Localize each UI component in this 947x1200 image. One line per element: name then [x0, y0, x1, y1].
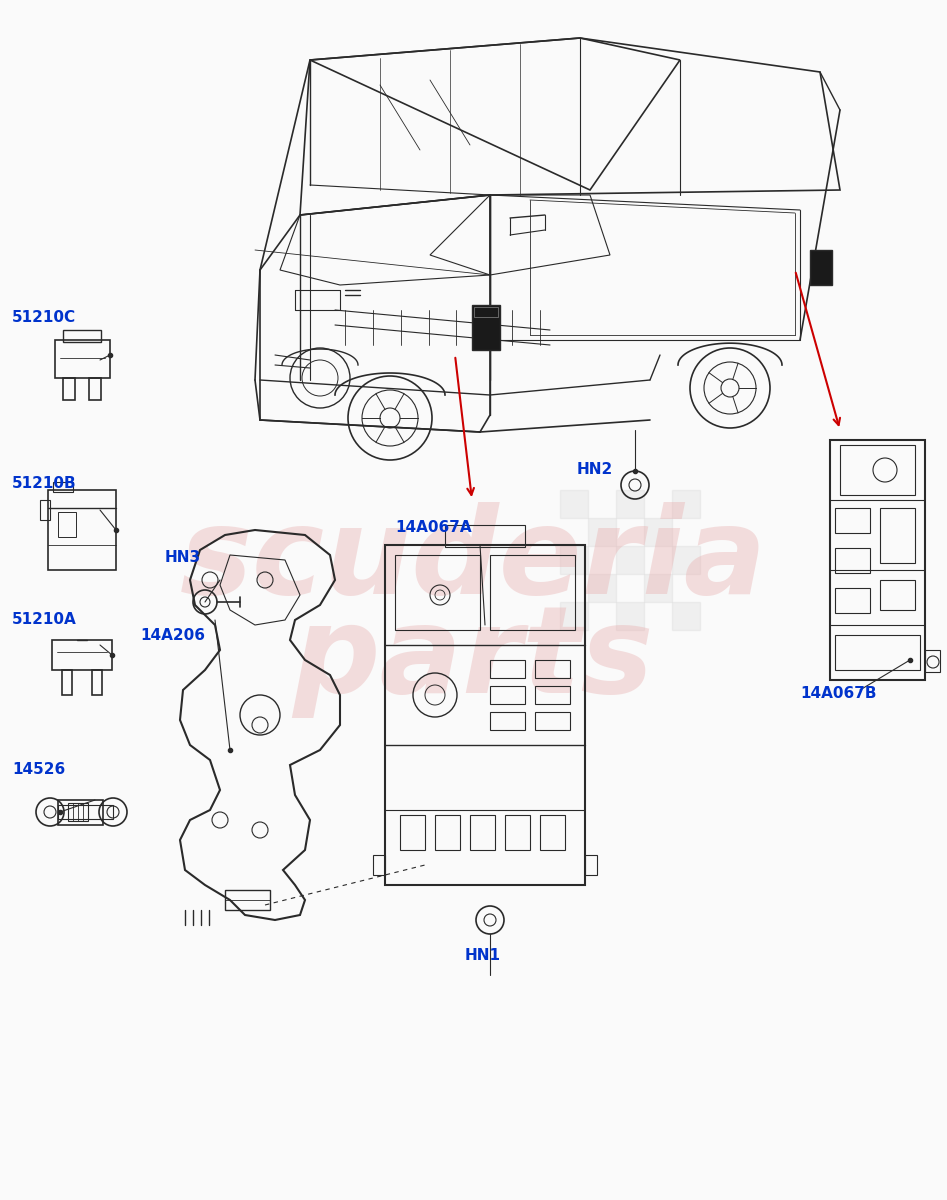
Bar — [880, 508, 915, 563]
Bar — [58, 805, 113, 818]
Bar — [672, 490, 700, 518]
Bar — [840, 445, 915, 494]
Bar — [373, 854, 385, 875]
Text: 51210C: 51210C — [12, 311, 76, 325]
Bar — [880, 580, 915, 610]
Bar — [490, 554, 575, 630]
Bar — [474, 307, 498, 317]
Text: 14526: 14526 — [12, 762, 65, 778]
Bar — [616, 490, 644, 518]
Bar — [470, 815, 495, 850]
Bar — [395, 554, 480, 630]
Bar — [835, 635, 920, 670]
Bar — [40, 500, 50, 520]
Text: 51210B: 51210B — [12, 475, 77, 491]
Bar — [560, 602, 588, 630]
Text: 14A067B: 14A067B — [800, 685, 877, 701]
Bar — [535, 712, 570, 730]
Bar — [225, 890, 270, 910]
Bar — [445, 526, 525, 547]
Bar — [63, 378, 75, 400]
Bar — [925, 650, 940, 672]
Bar — [48, 490, 116, 570]
Bar — [672, 546, 700, 574]
Bar — [490, 686, 525, 704]
Bar — [830, 440, 925, 680]
Bar — [644, 574, 672, 602]
Text: scuderia: scuderia — [179, 502, 767, 618]
Bar — [560, 490, 588, 518]
Bar — [89, 378, 101, 400]
Bar — [835, 548, 870, 572]
Text: HN3: HN3 — [165, 551, 201, 565]
Bar — [55, 340, 110, 378]
Bar — [535, 660, 570, 678]
Bar — [58, 512, 76, 538]
Bar — [540, 815, 565, 850]
Text: HN2: HN2 — [577, 462, 614, 478]
Bar — [435, 815, 460, 850]
Bar — [616, 546, 644, 574]
Bar — [505, 815, 530, 850]
Bar — [616, 602, 644, 630]
Bar — [585, 854, 597, 875]
Bar — [62, 670, 72, 695]
Bar — [385, 545, 585, 886]
Bar — [588, 574, 616, 602]
Bar — [58, 800, 103, 826]
Bar — [835, 508, 870, 533]
Text: HN1: HN1 — [465, 948, 501, 962]
Bar — [490, 712, 525, 730]
Bar — [53, 482, 73, 492]
Text: parts: parts — [293, 601, 653, 719]
Bar — [672, 602, 700, 630]
Bar — [810, 250, 832, 284]
Text: 51210A: 51210A — [12, 612, 77, 628]
Bar — [835, 588, 870, 613]
Bar — [644, 518, 672, 546]
Bar — [560, 546, 588, 574]
Bar — [588, 518, 616, 546]
Bar — [92, 670, 102, 695]
Bar — [535, 686, 570, 704]
Bar — [63, 330, 101, 342]
Bar — [68, 803, 88, 821]
Text: 14A067A: 14A067A — [395, 521, 472, 535]
Bar — [472, 305, 500, 350]
Bar — [490, 660, 525, 678]
Text: 14A206: 14A206 — [140, 628, 205, 642]
Bar — [400, 815, 425, 850]
Bar — [52, 640, 112, 670]
